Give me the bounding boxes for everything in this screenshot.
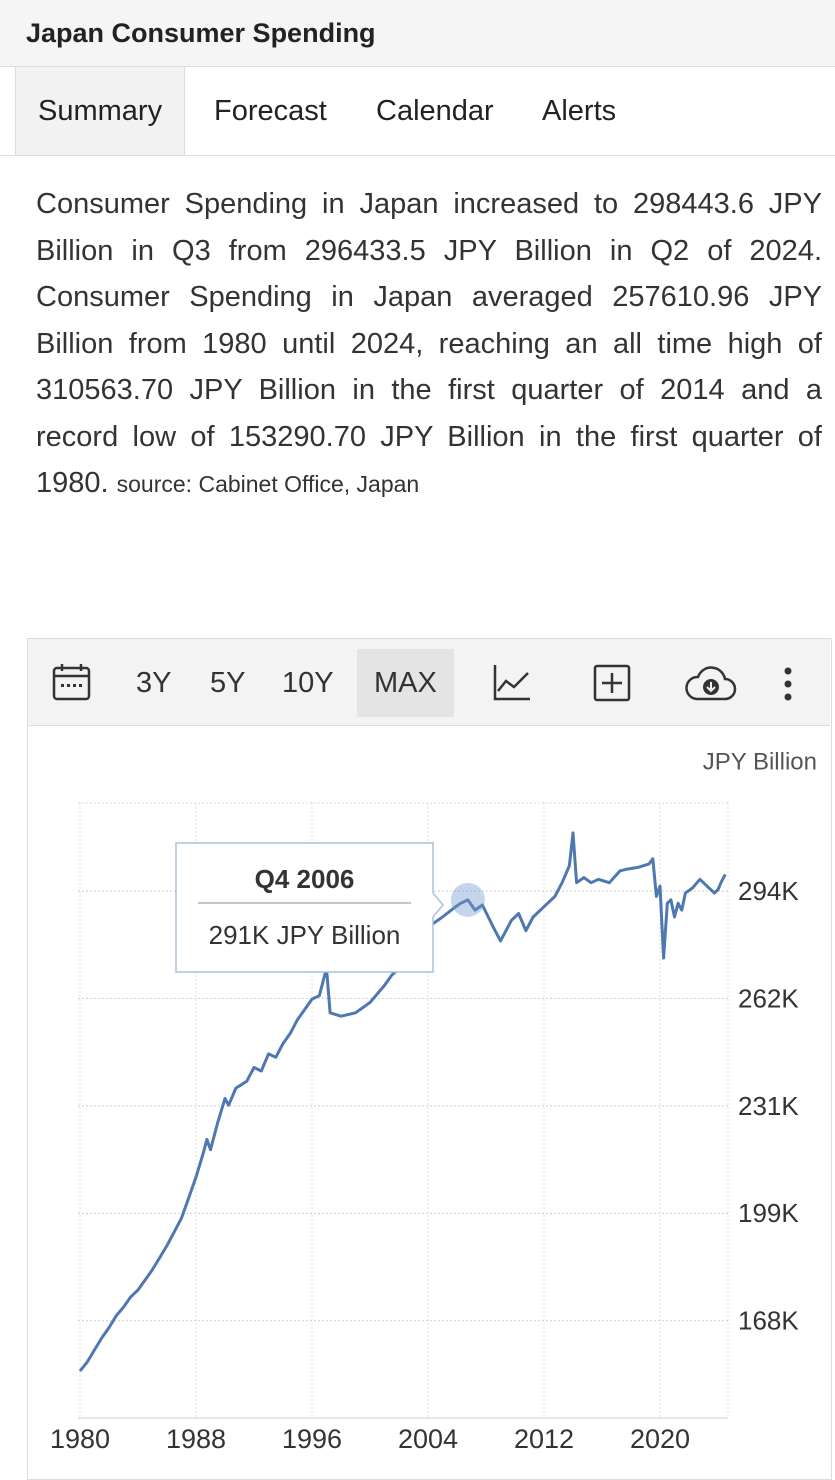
range-button[interactable]: 5Y [210,667,246,699]
y-tick-label: 231K [738,1091,799,1121]
summary: Consumer Spending in Japan increased to … [36,181,822,508]
x-tick-label: 2020 [630,1424,690,1454]
x-tick-label: 2012 [514,1424,574,1454]
tooltip: Q4 2006 291K JPY Billion [175,842,444,973]
x-tick-label: 2004 [398,1424,458,1454]
title: Japan Consumer Spending [26,18,376,48]
header: Japan Consumer Spending [0,0,835,67]
compare-icon[interactable] [593,664,633,704]
toolbar: 3Y 5Y 10Y MAX [28,639,830,726]
y-tick-label: 262K [738,983,799,1013]
chart: JPY Billion 168K 199K 231K 262K 294K 1980 1988… [50,748,817,1454]
tooltip-box [175,842,444,973]
menu-icon[interactable] [780,665,796,705]
tab[interactable]: Alerts [542,95,617,127]
x-tick-label: 1996 [282,1424,342,1454]
tab[interactable]: Calendar [376,95,494,127]
x-tick-label: 1988 [166,1424,226,1454]
summary-text: Consumer Spending in Japan increased to … [36,188,822,499]
chart-type-icon[interactable] [492,663,532,703]
source: source: Cabinet Office, Japan [116,471,420,497]
range-button[interactable]: MAX [357,649,454,717]
y-axis-unit: JPY Billion [703,748,817,775]
x-tick-label: 1980 [50,1424,110,1454]
hover-point [450,882,485,917]
tab[interactable]: Summary [15,67,186,155]
range-button[interactable]: 3Y [136,667,172,699]
tooltip-title: Q4 2006 [255,864,355,894]
download-icon[interactable] [683,665,737,703]
y-tick-label: 294K [738,876,799,906]
y-tick-label: 199K [738,1198,799,1228]
tab-bar: Summary Forecast Calendar Alerts [0,67,835,156]
y-tick-label: 168K [738,1306,799,1336]
calendar-icon[interactable] [52,662,92,702]
range-button[interactable]: 10Y [282,667,334,699]
tab[interactable]: Forecast [214,95,327,127]
tooltip-text: 291K JPY Billion [209,920,401,950]
